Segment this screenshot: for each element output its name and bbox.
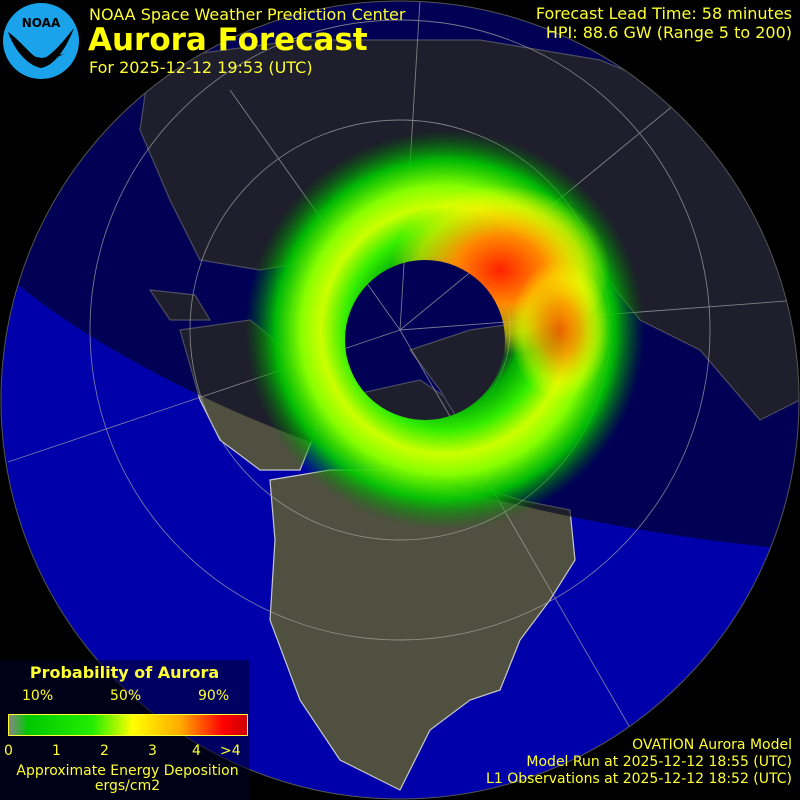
observations-time: L1 Observations at 2025-12-12 18:52 (UTC… xyxy=(486,771,792,787)
org-name: NOAA Space Weather Prediction Center xyxy=(89,5,406,24)
legend-tick: 1 xyxy=(52,743,61,759)
legend-tick: 3 xyxy=(148,743,157,759)
page-title: Aurora Forecast xyxy=(88,22,368,58)
legend-tick: 4 xyxy=(192,743,201,759)
legend-tick: >4 xyxy=(220,743,241,759)
legend-percent: 50% xyxy=(110,688,142,704)
hpi-value: HPI: 88.6 GW (Range 5 to 200) xyxy=(545,23,792,42)
legend-percent: 90% xyxy=(198,688,230,704)
legend-tick: 2 xyxy=(100,743,109,759)
legend-percent: 10% xyxy=(22,688,54,704)
forecast-time: For 2025-12-12 19:53 (UTC) xyxy=(89,58,313,77)
legend-tick: 0 xyxy=(4,743,13,759)
forecast-info: Forecast Lead Time: 58 minutes HPI: 88.6… xyxy=(536,4,792,42)
legend-axis-label: Approximate Energy Deposition ergs/cm2 xyxy=(0,764,255,794)
color-scale-bar xyxy=(8,714,248,736)
model-name: OVATION Aurora Model xyxy=(632,737,792,753)
aurora-oval xyxy=(245,130,645,530)
noaa-logo: NOAA xyxy=(3,3,79,79)
model-info: OVATION Aurora Model Model Run at 2025-1… xyxy=(486,737,792,788)
model-run: Model Run at 2025-12-12 18:55 (UTC) xyxy=(526,754,792,770)
legend-title: Probability of Aurora xyxy=(29,663,220,682)
svg-text:NOAA: NOAA xyxy=(22,16,61,30)
legend: Probability of Aurora 10% 50% 90% 0 1 2 … xyxy=(0,660,249,800)
lead-time: Forecast Lead Time: 58 minutes xyxy=(535,4,792,23)
legend-axis-title: Approximate Energy Deposition xyxy=(16,763,239,779)
legend-unit: ergs/cm2 xyxy=(94,778,161,794)
